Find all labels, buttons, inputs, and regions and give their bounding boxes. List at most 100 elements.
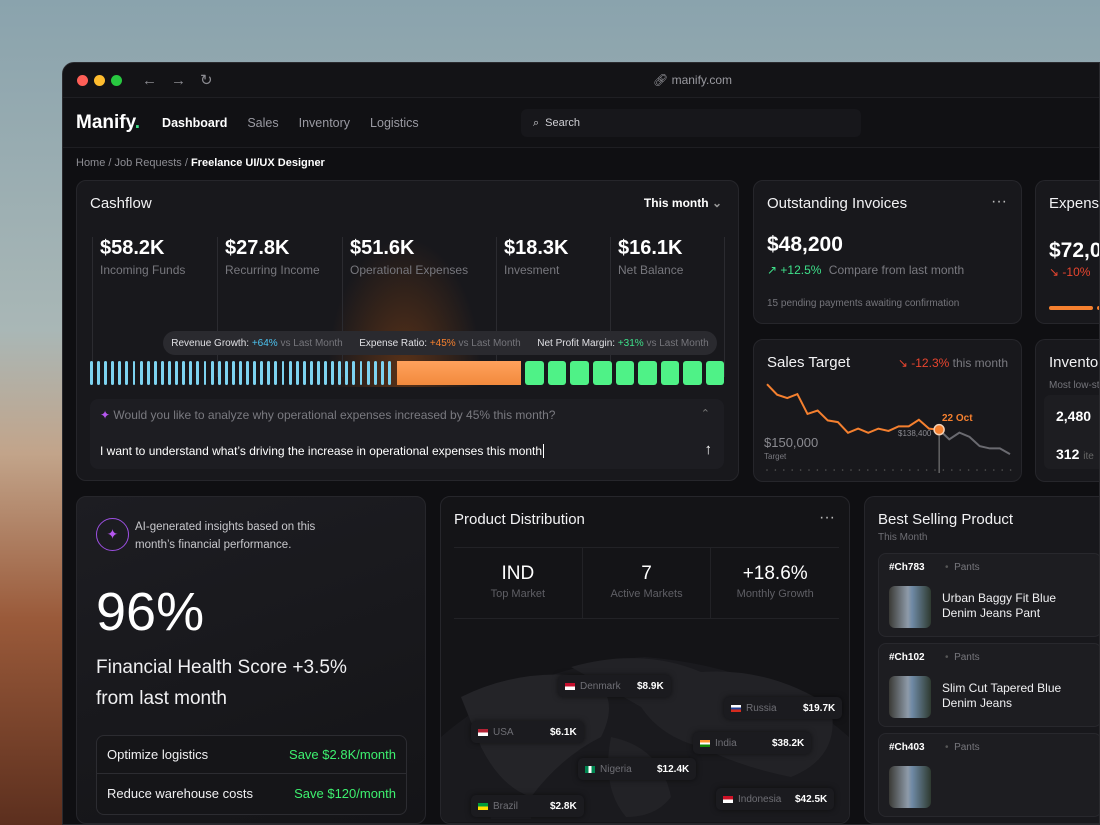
top-nav: Manify. Dashboard Sales Inventory Logist… <box>63 98 1099 148</box>
address-bar[interactable]: 🔗︎ manify.com <box>653 73 732 87</box>
stat-value: $16.1K <box>618 237 683 259</box>
chevron-up-icon[interactable]: ⌃ <box>700 408 710 420</box>
revenue-bar-segment <box>359 361 363 385</box>
product-thumbnail <box>889 676 931 718</box>
more-options-icon[interactable]: ··· <box>991 193 1007 210</box>
market-country: Brazil <box>493 800 519 812</box>
product-item[interactable]: #Ch102 • Pants Slim Cut Tapered Blue Denim… <box>878 643 1099 727</box>
trend-up-icon: ↗ <box>767 263 778 277</box>
axis-dot <box>858 469 861 471</box>
market-amount: $2.8K <box>550 800 577 812</box>
flag-icon <box>478 802 488 810</box>
suggestion-item[interactable]: Reduce warehouse costs Save $120/month <box>97 774 406 812</box>
send-arrow-up-icon[interactable]: ↑ <box>704 441 713 458</box>
axis-dot <box>976 469 978 471</box>
market-amount: $38.2K <box>772 737 805 749</box>
nav-sales[interactable]: Sales <box>247 115 279 130</box>
market-tag-nigeria[interactable]: Nigeria $12.4K <box>578 758 697 780</box>
invoice-change-note: Compare from last month <box>828 263 965 277</box>
target-value: $150,000 <box>764 435 819 450</box>
ai-chat-input[interactable]: I want to understand what’s driving the … <box>100 444 545 458</box>
metrics-pill: Revenue Growth: +64% vs Last Month Expen… <box>163 331 717 355</box>
axis-dot <box>892 469 894 471</box>
browser-window: ← → ↻ 🔗︎ manify.com Manify. Dashboard Sa… <box>62 62 1100 825</box>
breadcrumb-job-requests[interactable]: Job Requests <box>114 157 182 169</box>
back-arrow-icon[interactable]: ← <box>142 71 157 89</box>
revenue-bar-segment <box>189 361 193 385</box>
sales-target-card: Sales Target ↘ -12.3% this month $150,00… <box>753 339 1022 482</box>
close-window-button[interactable] <box>77 74 88 86</box>
kpi-value: 7 <box>641 563 652 584</box>
sales-line-actual <box>766 383 940 435</box>
suggestion-saving: Save $2.8K/month <box>289 747 396 762</box>
nav-inventory[interactable]: Inventory <box>298 115 351 130</box>
market-amount: $42.5K <box>795 793 828 805</box>
revenue-bar-segment <box>295 361 299 385</box>
card-title: Cashflow <box>90 195 152 212</box>
axis-dot <box>816 469 819 471</box>
market-country: USA <box>493 726 514 738</box>
axis-dot <box>917 469 919 471</box>
stat-incoming-funds: $58.2K Incoming Funds <box>92 237 185 377</box>
nav-dashboard[interactable]: Dashboard <box>162 115 228 130</box>
market-tag-denmark[interactable]: Denmark $8.9K <box>558 675 671 697</box>
suggestion-label: Optimize logistics <box>107 747 209 762</box>
target-label: Target <box>764 452 787 461</box>
flag-icon <box>723 795 733 803</box>
breadcrumb-home[interactable]: Home <box>76 157 106 169</box>
profit-bar-segment <box>592 361 612 385</box>
revenue-bar-segment <box>210 361 214 385</box>
minimize-window-button[interactable] <box>94 74 105 86</box>
product-thumbnail <box>889 766 931 808</box>
revenue-bar-segment <box>238 361 242 385</box>
maximize-window-button[interactable] <box>111 74 122 86</box>
suggestion-item[interactable]: Optimize logistics Save $2.8K/month <box>97 736 406 774</box>
product-thumbnail <box>889 586 931 628</box>
flag-icon <box>565 682 575 690</box>
market-tag-india[interactable]: India $38.2K <box>693 732 812 754</box>
revenue-bar-segment <box>111 361 115 385</box>
nav-logistics[interactable]: Logistics <box>370 115 419 130</box>
card-title: Outstanding Invoices <box>767 195 908 212</box>
revenue-bar-segment <box>224 361 228 385</box>
breadcrumb-current: Freelance UI/UX Designer <box>190 157 325 169</box>
logo[interactable]: Manify. <box>76 112 140 134</box>
search-input[interactable]: ⌕ Search <box>521 109 861 137</box>
market-amount: $6.1K <box>550 726 577 738</box>
period-dropdown[interactable]: This month ⌄ <box>644 196 722 210</box>
revenue-bar-segment <box>267 361 271 385</box>
stat-label: Invesment <box>504 263 560 277</box>
market-tag-usa[interactable]: USA $6.1K <box>471 721 584 743</box>
stat-label: Net Balance <box>618 263 684 277</box>
revenue-bar-segment <box>146 361 150 385</box>
forward-arrow-icon[interactable]: → <box>171 71 186 89</box>
revenue-bar-segment <box>203 361 207 385</box>
market-amount: $19.7K <box>803 702 836 714</box>
stat-label: Recurring Income <box>225 263 320 277</box>
metric-value: +31% <box>617 337 644 349</box>
sales-line-projected <box>938 428 1011 455</box>
product-category-text: Pants <box>954 742 980 753</box>
reload-icon[interactable]: ↻ <box>200 72 213 89</box>
axis-dot <box>799 469 802 471</box>
metric-label: Net Profit Margin: <box>537 337 616 349</box>
profit-bar-segment <box>570 361 589 385</box>
product-item[interactable]: #Ch783 • Pants Urban Baggy Fit Blue Denim … <box>878 553 1099 637</box>
product-item[interactable]: #Ch403 • Pants <box>878 733 1099 817</box>
card-title: Inventor <box>1049 354 1100 371</box>
axis-dot <box>967 469 970 471</box>
link-icon: 🔗︎ <box>653 73 672 87</box>
market-tag-brazil[interactable]: Brazil $2.8K <box>471 795 584 817</box>
expense-card: Expense $72,0 ↘ -10% <box>1035 180 1099 324</box>
axis-dot <box>791 469 793 471</box>
breadcrumb: Home / Job Requests / Freelance UI/UX De… <box>76 157 325 169</box>
market-tag-indonesia[interactable]: Indonesia $42.5K <box>716 788 835 810</box>
chevron-down-icon: ⌄ <box>711 196 722 210</box>
kpi-value: +18.6% <box>742 563 808 584</box>
market-tag-russia[interactable]: Russia $19.7K <box>724 697 843 719</box>
revenue-bar-segment <box>331 361 335 385</box>
revenue-bar-segment <box>380 361 384 385</box>
revenue-bar-segment <box>352 361 356 385</box>
revenue-bar-segment <box>253 361 257 385</box>
more-options-icon[interactable]: ··· <box>819 509 835 526</box>
